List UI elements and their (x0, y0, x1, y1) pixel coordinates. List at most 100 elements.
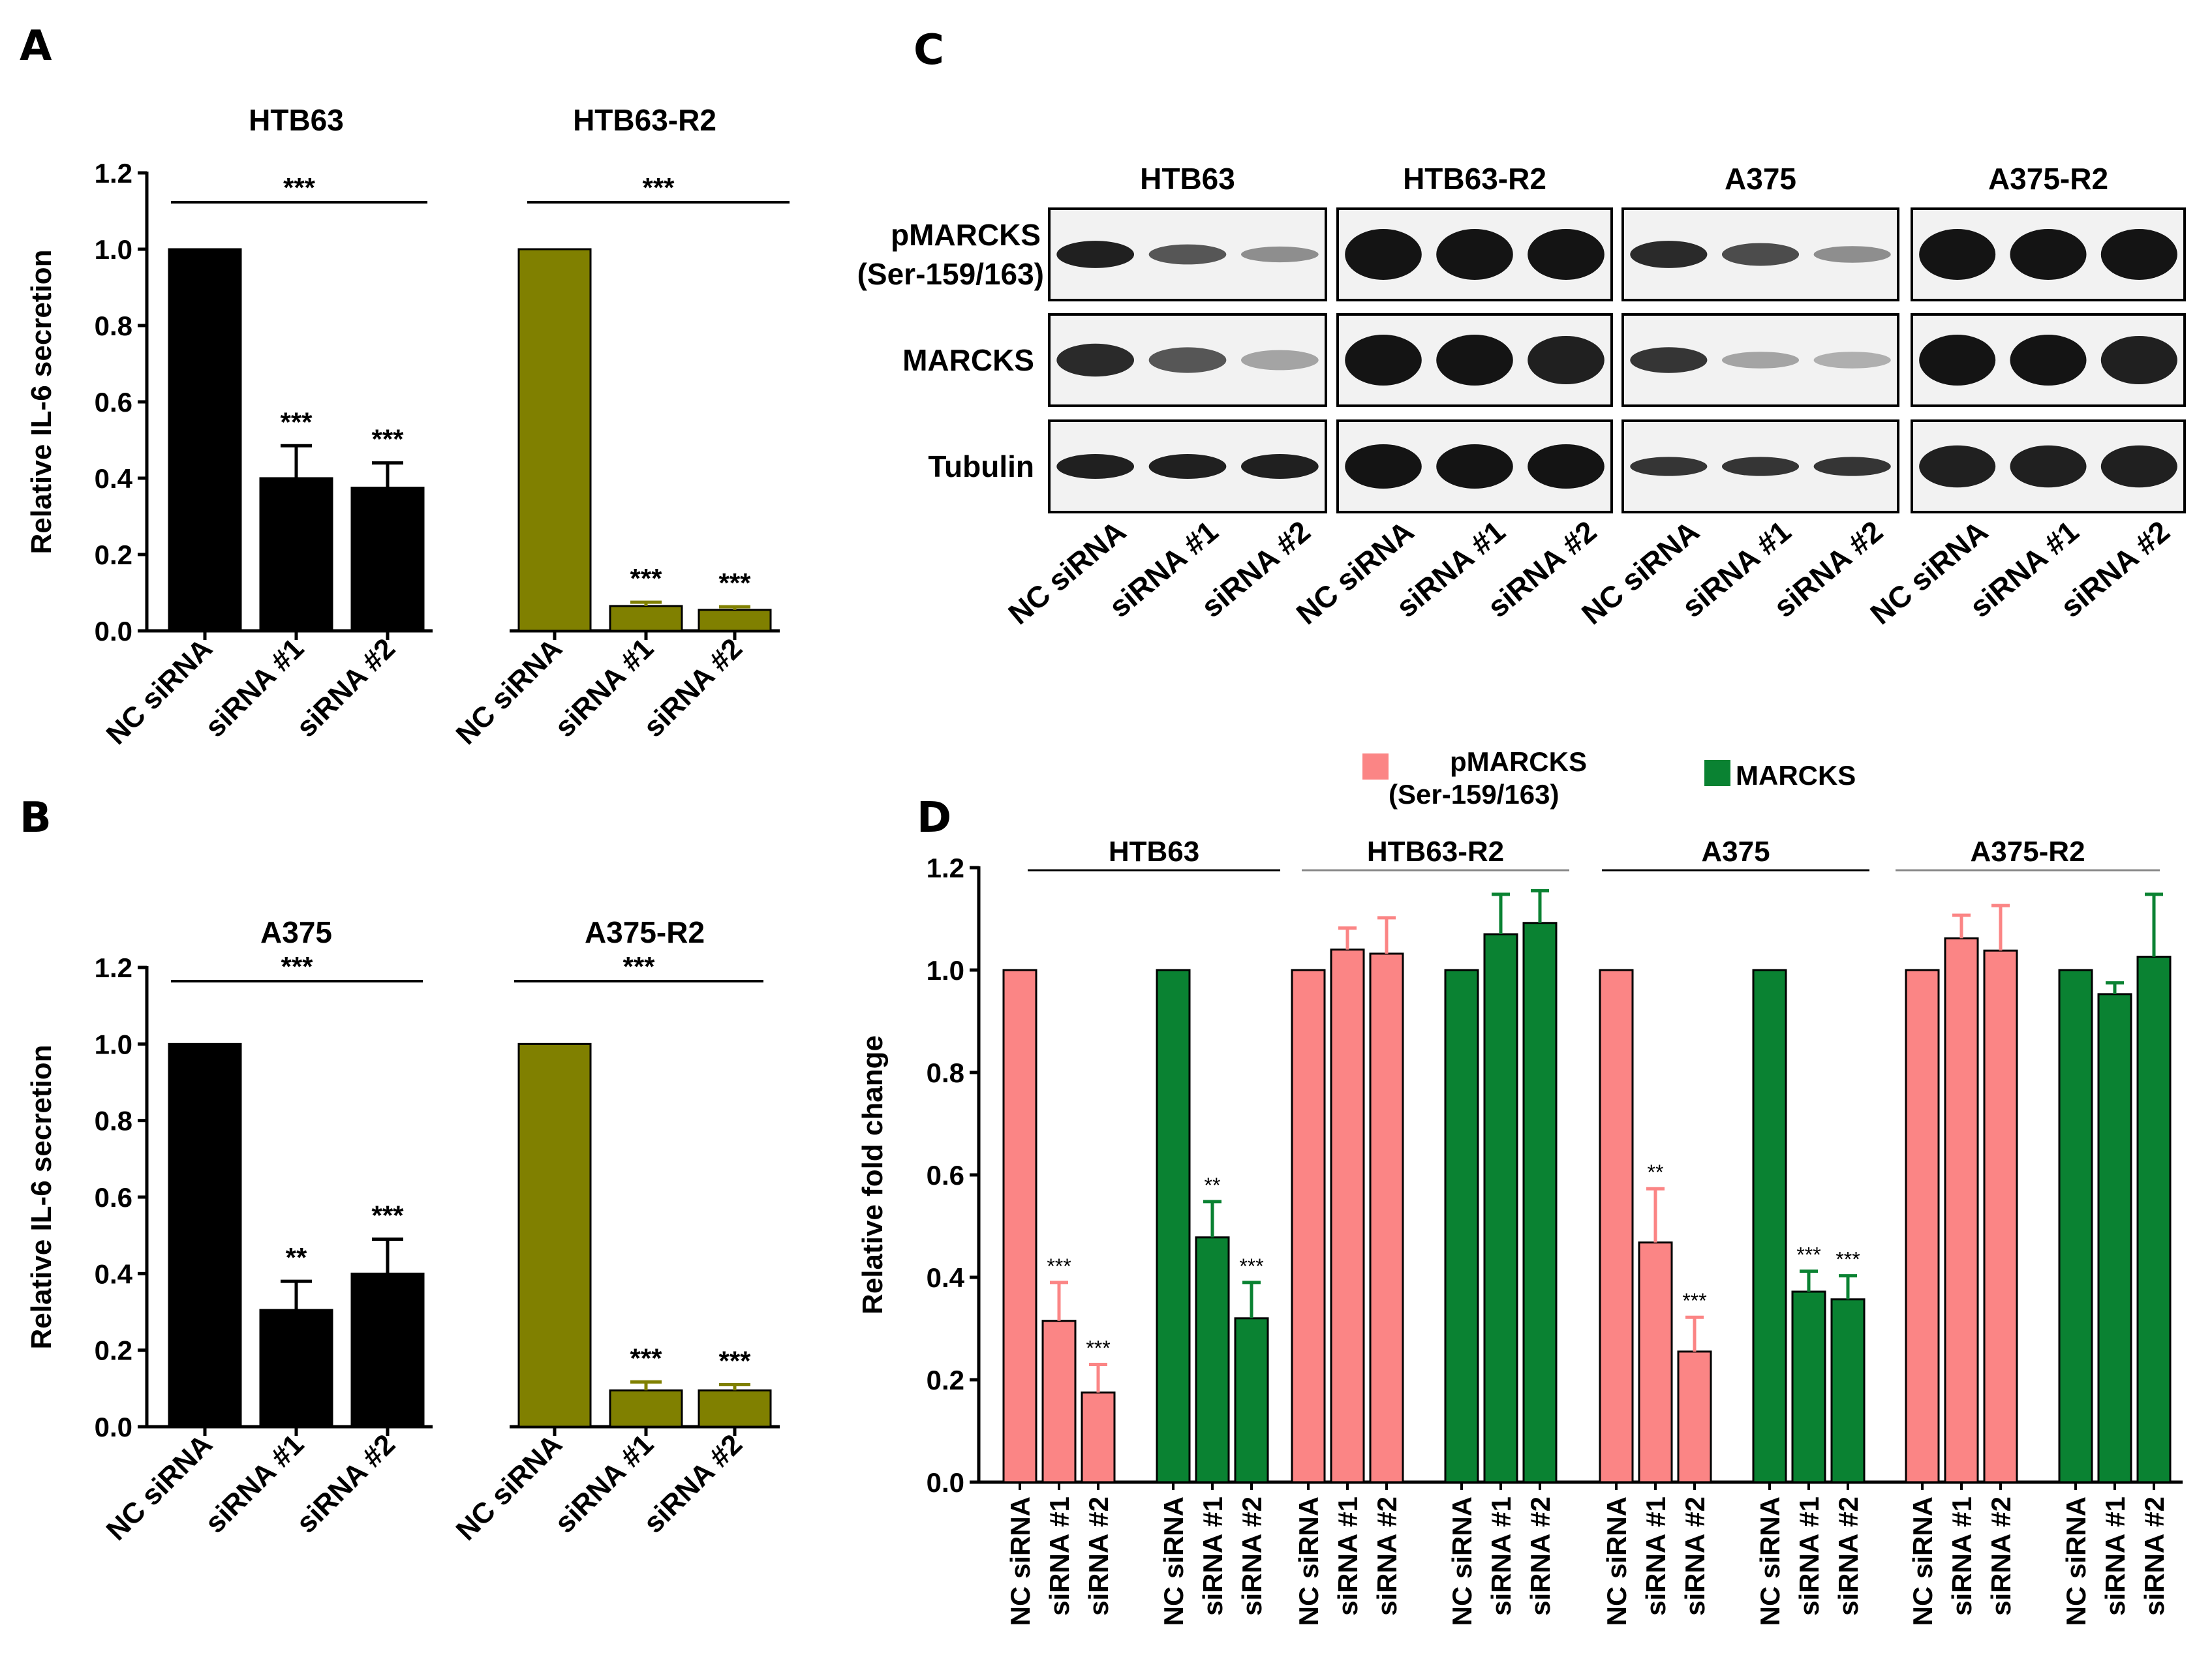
bar (2097, 993, 2132, 1483)
x-tick-label: NC siRNA (450, 1428, 568, 1547)
bar (350, 487, 425, 632)
x-tick-label: NC siRNA (1907, 1497, 1938, 1626)
significance-marker: *** (718, 1345, 751, 1376)
bar (1195, 1236, 1230, 1483)
x-tick-label: NC siRNA (450, 632, 568, 751)
bar (1522, 922, 1558, 1483)
blot-band (1813, 352, 1891, 369)
y-tick-label: 0.8 (95, 311, 132, 341)
blot-cell-line-label: A375 (1725, 162, 1796, 196)
panel-label-d: D (917, 794, 951, 842)
x-tick-label: siRNA #2 (290, 1428, 401, 1539)
x-tick-label: NC siRNA (1293, 1497, 1324, 1626)
y-tick-label: 1.2 (95, 952, 132, 983)
blot-band (1240, 454, 1319, 479)
bar (609, 1389, 683, 1428)
y-tick-label: 0.0 (95, 1412, 132, 1442)
blot-cell-line-label: A375-R2 (1988, 162, 2108, 196)
y-tick-label: 1.2 (95, 158, 132, 189)
blot-band (1240, 246, 1319, 263)
bar (2136, 956, 2172, 1483)
group-title: HTB63 (249, 103, 344, 137)
group-significance: *** (281, 951, 313, 982)
significance-marker: *** (630, 1343, 662, 1373)
x-tick-label: siRNA #2 (1083, 1497, 1114, 1616)
bar (1791, 1290, 1826, 1483)
blot-band (1721, 352, 1800, 369)
x-tick-label: siRNA #1 (1197, 1497, 1228, 1616)
blot-band (1345, 229, 1422, 280)
y-tick-label: 0.6 (927, 1160, 964, 1191)
bar (1291, 969, 1326, 1483)
y-tick-label: 0.8 (927, 1057, 964, 1088)
bar (1944, 937, 1979, 1483)
blot-cell-line-label: HTB63 (1140, 162, 1235, 196)
significance-marker: *** (718, 568, 751, 598)
significance-marker: *** (630, 563, 662, 594)
blot-band (1056, 241, 1135, 268)
significance-marker: *** (1047, 1254, 1071, 1278)
blot-lane-label: NC siRNA (1002, 514, 1132, 631)
blot-band (2100, 229, 2177, 280)
y-tick-label: 0.0 (927, 1467, 964, 1498)
significance-marker: ** (1648, 1161, 1664, 1184)
bar (1330, 949, 1365, 1483)
x-tick-label: siRNA #2 (2139, 1497, 2170, 1616)
blot-band (1528, 229, 1605, 280)
bar (168, 248, 242, 632)
legend-swatch (1362, 753, 1389, 780)
y-tick-label: 0.2 (95, 1335, 132, 1366)
blot-band (1919, 335, 1996, 386)
x-tick-label: siRNA #2 (1372, 1497, 1402, 1616)
y-tick-label: 0.0 (95, 616, 132, 646)
blot-band (1919, 229, 1996, 280)
bar (1638, 1241, 1673, 1483)
group-title: HTB63-R2 (573, 103, 716, 137)
blot-band (1528, 444, 1605, 489)
x-tick-label: siRNA #2 (1833, 1497, 1864, 1616)
cell-line-title: HTB63-R2 (1367, 836, 1504, 868)
x-tick-label: siRNA #2 (290, 632, 401, 743)
y-tick-label: 0.6 (95, 1182, 132, 1213)
blot-band (1148, 347, 1227, 373)
bar (1983, 949, 2018, 1483)
x-tick-label: NC siRNA (1447, 1497, 1477, 1626)
blot-band (1056, 343, 1135, 377)
blot-band (2100, 445, 2177, 488)
blot-band (1813, 457, 1891, 476)
x-tick-label: siRNA #2 (637, 632, 748, 743)
x-tick-label: NC siRNA (100, 632, 219, 751)
x-tick-label: siRNA #2 (1525, 1497, 1556, 1616)
group-significance: *** (622, 951, 655, 982)
blot-band (1919, 445, 1996, 488)
bar (350, 1272, 425, 1428)
significance-marker: *** (1796, 1243, 1820, 1267)
blot-cell-line-label: HTB63-R2 (1403, 162, 1546, 196)
panel-label-c: C (914, 26, 944, 74)
x-tick-label: siRNA #1 (1946, 1497, 1977, 1616)
blot-band (1721, 457, 1800, 476)
bar (1156, 969, 1191, 1483)
y-tick-label: 1.0 (95, 234, 132, 265)
bar (698, 1389, 772, 1428)
y-tick-label: 0.2 (95, 540, 132, 570)
y-tick-label: 0.4 (927, 1262, 965, 1293)
blot-band (1630, 457, 1708, 476)
cell-line-title: HTB63 (1109, 836, 1199, 868)
x-tick-label: NC siRNA (1158, 1497, 1189, 1626)
blot-band (1148, 244, 1227, 265)
bar (1081, 1391, 1116, 1483)
cell-line-title: A375-R2 (1970, 836, 2085, 868)
blot-row-label: Tubulin (928, 449, 1034, 483)
bar (1752, 969, 1787, 1483)
bar (517, 248, 592, 632)
x-tick-label: siRNA #1 (199, 632, 310, 743)
bar (1444, 969, 1479, 1483)
blot-band (2010, 335, 2087, 386)
x-tick-label: NC siRNA (1755, 1497, 1785, 1626)
bar (698, 609, 772, 632)
bar (259, 477, 333, 632)
blot-row-label: MARCKS (902, 343, 1034, 377)
x-tick-label: NC siRNA (100, 1428, 219, 1547)
